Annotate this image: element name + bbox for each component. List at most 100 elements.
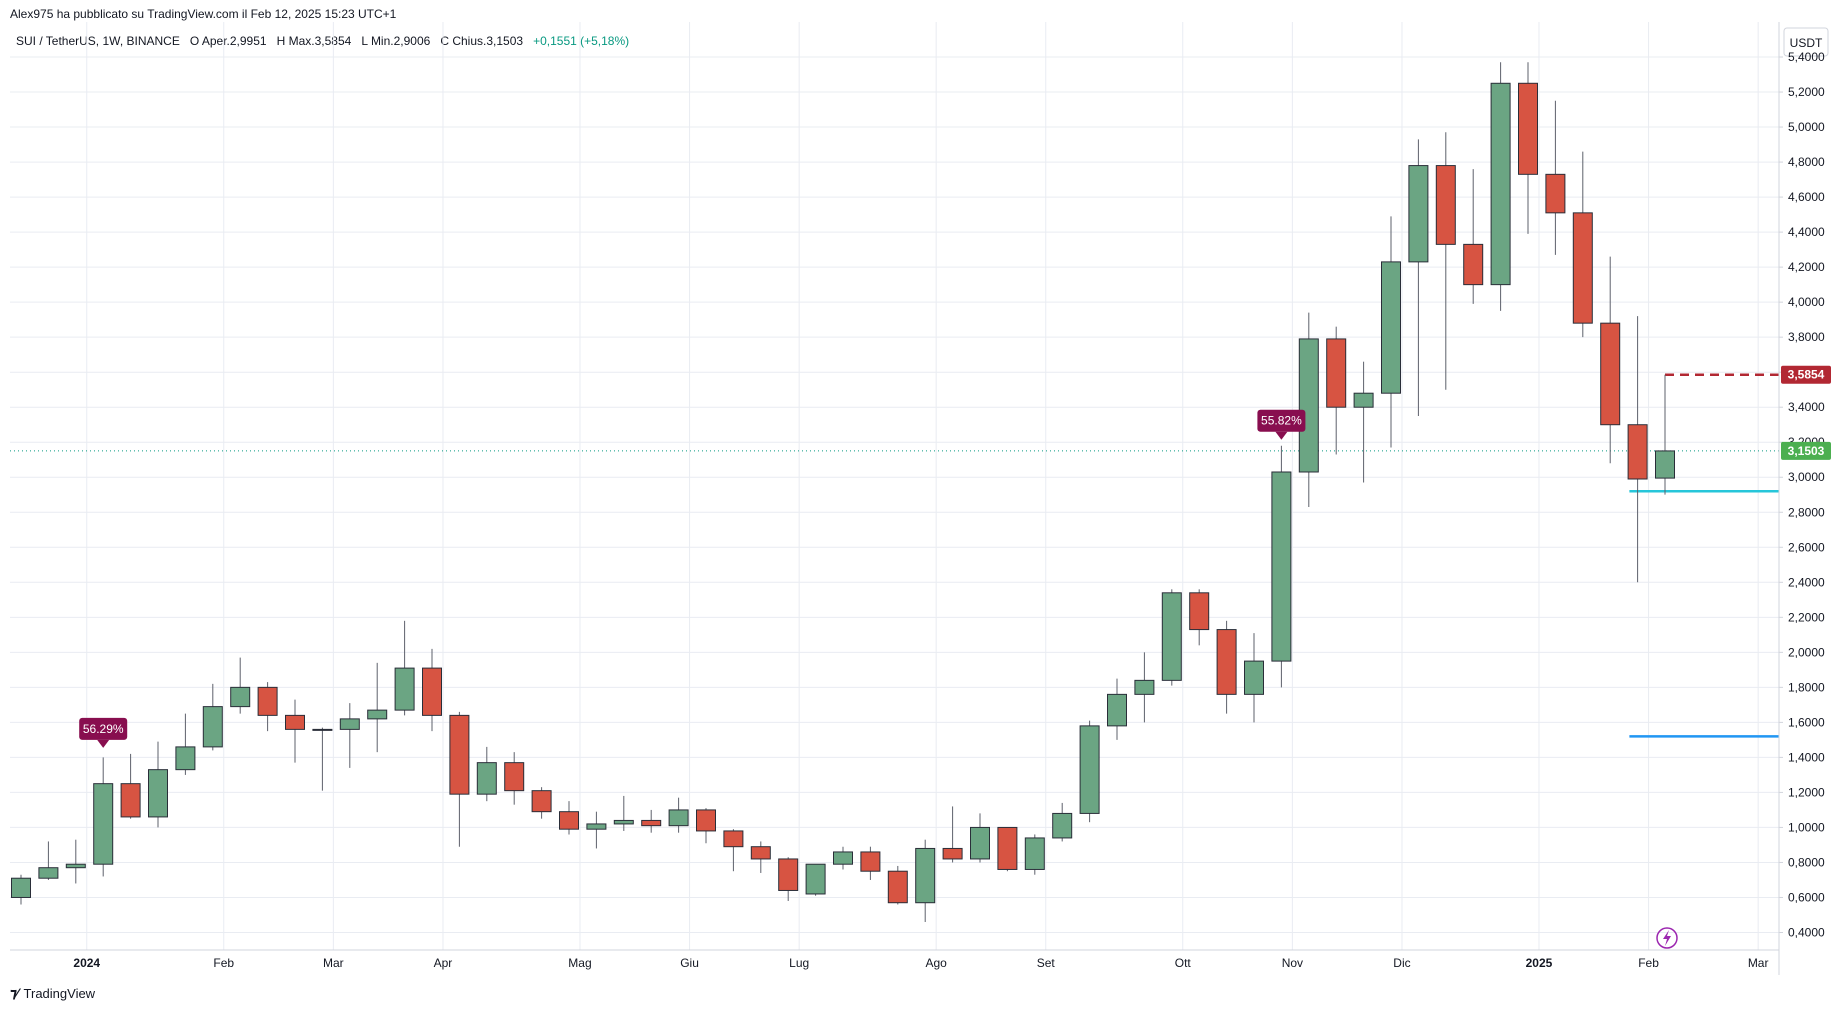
last-price-tag: 3,1503 <box>1781 441 1831 460</box>
candle-up <box>833 846 853 870</box>
candle-down <box>1435 132 1456 390</box>
candle-down <box>723 829 744 872</box>
candle-body <box>285 714 305 730</box>
y-tick-label: 0,6000 <box>1788 890 1825 904</box>
tradingview-logo[interactable]: ⁊⁄ TradingView <box>10 985 95 1002</box>
candle-body <box>312 728 333 731</box>
candle-up <box>476 746 497 802</box>
candle-down <box>1600 256 1621 464</box>
y-tick-label: 2,4000 <box>1788 575 1825 589</box>
x-tick-label: Feb <box>213 956 234 970</box>
candle-up <box>1134 652 1155 723</box>
candle-down <box>559 801 579 835</box>
candle-body <box>1134 679 1155 695</box>
y-tick-label: 5,2000 <box>1788 85 1825 99</box>
candle-down <box>422 648 442 732</box>
candle-up <box>1052 802 1073 842</box>
y-tick-label: 2,2000 <box>1788 610 1825 624</box>
candle-body <box>1408 165 1429 263</box>
y-tick-label: 3,8000 <box>1788 330 1825 344</box>
badge-box <box>1257 409 1306 432</box>
lightning-icon[interactable] <box>1656 927 1678 949</box>
high-label: H <box>276 34 286 48</box>
tv-logo-icon: ⁊⁄ <box>10 985 18 1001</box>
x-tick-label: Apr <box>434 956 453 970</box>
y-tick-label: 2,6000 <box>1788 540 1825 554</box>
candle-body <box>1161 592 1182 681</box>
candle-up <box>65 839 86 884</box>
x-tick-label: Nov <box>1282 956 1303 970</box>
candle-body <box>613 819 634 825</box>
y-tick-label: 1,8000 <box>1788 680 1825 694</box>
candle-down <box>285 699 305 763</box>
candle-body <box>1463 243 1484 286</box>
candle-body <box>1326 338 1347 408</box>
candle-up <box>1490 62 1511 311</box>
low-label: L <box>361 34 368 48</box>
x-tick-label: Dic <box>1393 956 1410 970</box>
candle-down <box>641 809 662 833</box>
high-price-tag: 3,5854 <box>1781 365 1831 384</box>
candle-body <box>1216 629 1237 695</box>
candle-body <box>833 851 853 865</box>
price-axis[interactable]: USDT 0,4000 0,6000 0,8000 1,0000 1,2000 1,400… <box>1778 22 1829 975</box>
candle-body <box>1572 212 1593 324</box>
candle-body <box>504 762 525 792</box>
candle-down <box>1216 620 1237 714</box>
candle-up <box>230 657 251 714</box>
horizontal-lines <box>1629 373 1779 738</box>
candle-body <box>93 783 114 865</box>
candle-up <box>1353 361 1374 483</box>
time-axis[interactable]: 2024 Feb Mar Apr Mag Giu Lug Ago Set Ott Nov Dic 202… <box>10 949 1779 970</box>
x-tick-label: Mag <box>568 956 591 970</box>
candle-body <box>120 783 141 818</box>
candle-up <box>613 795 634 831</box>
price-tag-label: 3,5854 <box>1788 368 1825 382</box>
badge-box <box>79 717 128 740</box>
candle-body <box>1079 725 1100 814</box>
candle-up <box>11 874 31 905</box>
currency-box[interactable] <box>1783 27 1829 57</box>
candle-down <box>860 846 881 880</box>
symbol-info-bar: SUI / TetherUS, 1W, BINANCE O Aper.2,995… <box>16 34 629 48</box>
candle-body <box>1518 82 1538 175</box>
candle-down <box>1572 151 1593 338</box>
candle-body <box>202 706 223 748</box>
candle-body <box>942 847 963 860</box>
candle-body <box>860 851 881 872</box>
badge-label: 56.29% <box>83 722 124 736</box>
candle-body <box>997 826 1018 870</box>
candle-down <box>942 806 963 863</box>
candle-down <box>750 841 771 873</box>
x-tick-label: Set <box>1037 956 1056 970</box>
symbol-name[interactable]: SUI / TetherUS, 1W, BINANCE <box>16 34 180 48</box>
candle-up <box>312 727 333 791</box>
open-label: O <box>189 34 200 48</box>
candle-down <box>1518 62 1538 234</box>
candle-down <box>1326 326 1347 455</box>
candle-up <box>668 797 689 833</box>
y-tick-label: 1,2000 <box>1788 785 1825 799</box>
y-tick-label: 0,4000 <box>1788 925 1825 939</box>
candle-up <box>1161 589 1182 686</box>
y-tick-label: 4,6000 <box>1788 190 1825 204</box>
candle-body <box>970 826 990 860</box>
candle-body <box>915 847 936 904</box>
close-value: Chius.3,1503 <box>452 34 524 48</box>
candle-down <box>1189 589 1210 646</box>
candle-body <box>1381 261 1401 394</box>
y-tick-label: 4,2000 <box>1788 260 1825 274</box>
candle-down <box>120 753 141 819</box>
tv-logo-text: TradingView <box>23 986 96 1001</box>
candle-down <box>1463 169 1484 304</box>
candle-body <box>723 830 744 848</box>
candle-body <box>1244 660 1264 695</box>
high-value: Max.3,5854 <box>288 34 352 48</box>
candle-down <box>778 857 799 901</box>
candle-body <box>1545 173 1566 214</box>
candle-body <box>1189 592 1210 631</box>
candle-body <box>641 819 662 827</box>
y-tick-label: 4,4000 <box>1788 225 1825 239</box>
candle-body <box>476 762 497 795</box>
